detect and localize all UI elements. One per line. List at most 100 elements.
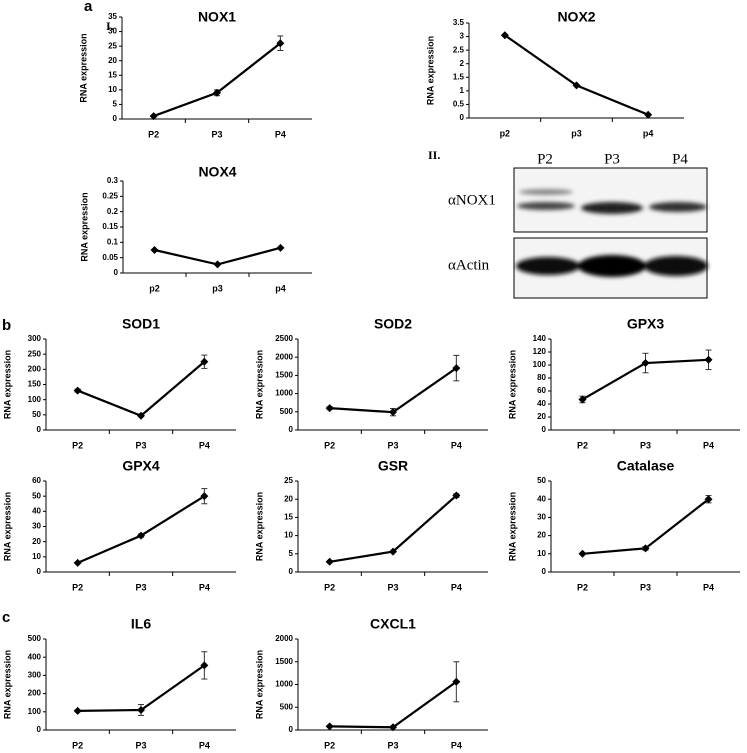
marker — [704, 495, 713, 504]
chart-title: GPX3 — [627, 316, 665, 332]
y-tick-label: 0 — [37, 567, 42, 576]
panel-label: b — [2, 317, 11, 334]
marker — [200, 661, 209, 670]
y-tick-label: 25 — [284, 476, 293, 485]
y-tick-label: 20 — [537, 412, 546, 421]
marker — [137, 531, 145, 540]
y-tick-label: 2500 — [275, 334, 293, 343]
y-tick-label: 15 — [284, 513, 293, 522]
y-tick-label: 120 — [533, 347, 547, 356]
y-tick-label: 60 — [537, 386, 546, 395]
chart-title: NOX2 — [557, 9, 595, 25]
chart-title: NOX4 — [198, 164, 236, 180]
marker — [137, 705, 145, 714]
data-line — [329, 367, 457, 414]
chart: SOD1 RNA expression 0 50 100 150 200 250 300 P2 P3… — [2, 316, 236, 450]
x-tick-label: P3 — [640, 582, 651, 592]
data-line — [153, 42, 282, 118]
y-tick-label: 30 — [537, 513, 546, 522]
marker — [213, 260, 222, 269]
marker — [389, 723, 397, 732]
x-tick-label: p2 — [149, 283, 160, 293]
x-tick-label: P2 — [72, 440, 83, 450]
lane-label: P4 — [672, 151, 688, 167]
x-tick-label: P3 — [387, 440, 398, 450]
marker — [452, 677, 461, 686]
chart: GPX3 RNA expression 0 20 40 60 80 100 120 140 P2 P3… — [507, 316, 740, 450]
x-tick-label: P2 — [72, 582, 83, 592]
y-tick-label: 40 — [537, 494, 546, 503]
y-axis-label: RNA expression — [507, 350, 517, 419]
y-axis-label: RNA expression — [2, 350, 12, 419]
chart-title: NOX1 — [198, 9, 236, 25]
panel-label: I. — [106, 19, 114, 33]
y-tick-label: 60 — [32, 476, 41, 485]
panel-label: II. — [428, 148, 440, 162]
y-tick-label: 100 — [28, 707, 42, 716]
chart-title: CXCL1 — [370, 616, 416, 632]
western-blot: P2 P3 P4 αNOX1 αActin — [448, 151, 708, 299]
y-tick-label: 0.5 — [453, 100, 465, 109]
y-tick-label: 0 — [289, 425, 294, 434]
y-tick-label: 100 — [28, 395, 42, 404]
y-tick-label: 15 — [108, 70, 117, 79]
chart-title: IL6 — [131, 616, 151, 632]
y-axis-label: RNA expression — [2, 492, 12, 561]
x-tick-label: P3 — [135, 440, 146, 450]
marker — [578, 395, 587, 404]
chart: GPX4 RNA expression 0 10 20 30 40 50 60 P2 P3 P4 — [2, 458, 236, 592]
data-line — [329, 680, 457, 729]
y-tick-label: 0.05 — [102, 253, 118, 262]
y-tick-label: 10 — [108, 85, 117, 94]
y-tick-label: 0.2 — [107, 207, 119, 216]
x-tick-label: P3 — [640, 440, 651, 450]
marker — [150, 246, 159, 254]
marker — [73, 386, 82, 395]
y-tick-label: 1000 — [275, 680, 293, 689]
x-tick-label: P4 — [199, 440, 210, 450]
y-tick-label: 100 — [533, 360, 547, 369]
marker — [704, 355, 713, 364]
x-tick-label: P3 — [135, 582, 146, 592]
y-axis-label: RNA expression — [2, 650, 12, 719]
y-tick-label: 35 — [108, 12, 117, 21]
chart-title: SOD1 — [122, 316, 160, 332]
y-tick-label: 25 — [108, 41, 117, 50]
chart-title: SOD2 — [374, 316, 412, 332]
marker — [644, 110, 653, 119]
y-tick-label: 500 — [280, 702, 294, 711]
y-tick-label: 300 — [28, 671, 42, 680]
y-tick-label: 2.5 — [453, 45, 465, 54]
lane-label: P3 — [604, 151, 620, 167]
x-tick-label: p4 — [643, 128, 654, 138]
x-tick-label: P2 — [324, 440, 335, 450]
y-tick-label: 0 — [113, 114, 118, 123]
y-axis-label: RNA expression — [425, 36, 435, 105]
y-tick-label: 0.3 — [107, 176, 119, 185]
y-tick-label: 0 — [542, 425, 547, 434]
y-tick-label: 1.5 — [453, 72, 465, 81]
marker — [200, 357, 209, 366]
y-tick-label: 0.1 — [107, 237, 119, 246]
y-tick-label: 140 — [533, 334, 547, 343]
y-tick-label: 1500 — [275, 657, 293, 666]
chart-title: GPX4 — [122, 458, 160, 474]
y-tick-label: 2 — [460, 59, 465, 68]
y-tick-label: 1000 — [275, 389, 293, 398]
marker — [73, 706, 82, 715]
x-tick-label: P3 — [211, 129, 222, 139]
y-tick-label: 1 — [460, 86, 465, 95]
x-tick-label: P4 — [451, 440, 462, 450]
y-tick-label: 1500 — [275, 371, 293, 380]
x-tick-label: P3 — [135, 740, 146, 750]
marker — [578, 549, 587, 558]
y-axis-label: RNA expression — [254, 650, 264, 719]
y-tick-label: 200 — [28, 689, 42, 698]
row-label: αActin — [448, 257, 490, 273]
data-line — [77, 360, 206, 418]
marker — [325, 404, 334, 413]
x-tick-label: P2 — [577, 440, 588, 450]
bands — [516, 189, 708, 277]
y-tick-label: 10 — [32, 552, 41, 561]
marker — [452, 364, 461, 373]
